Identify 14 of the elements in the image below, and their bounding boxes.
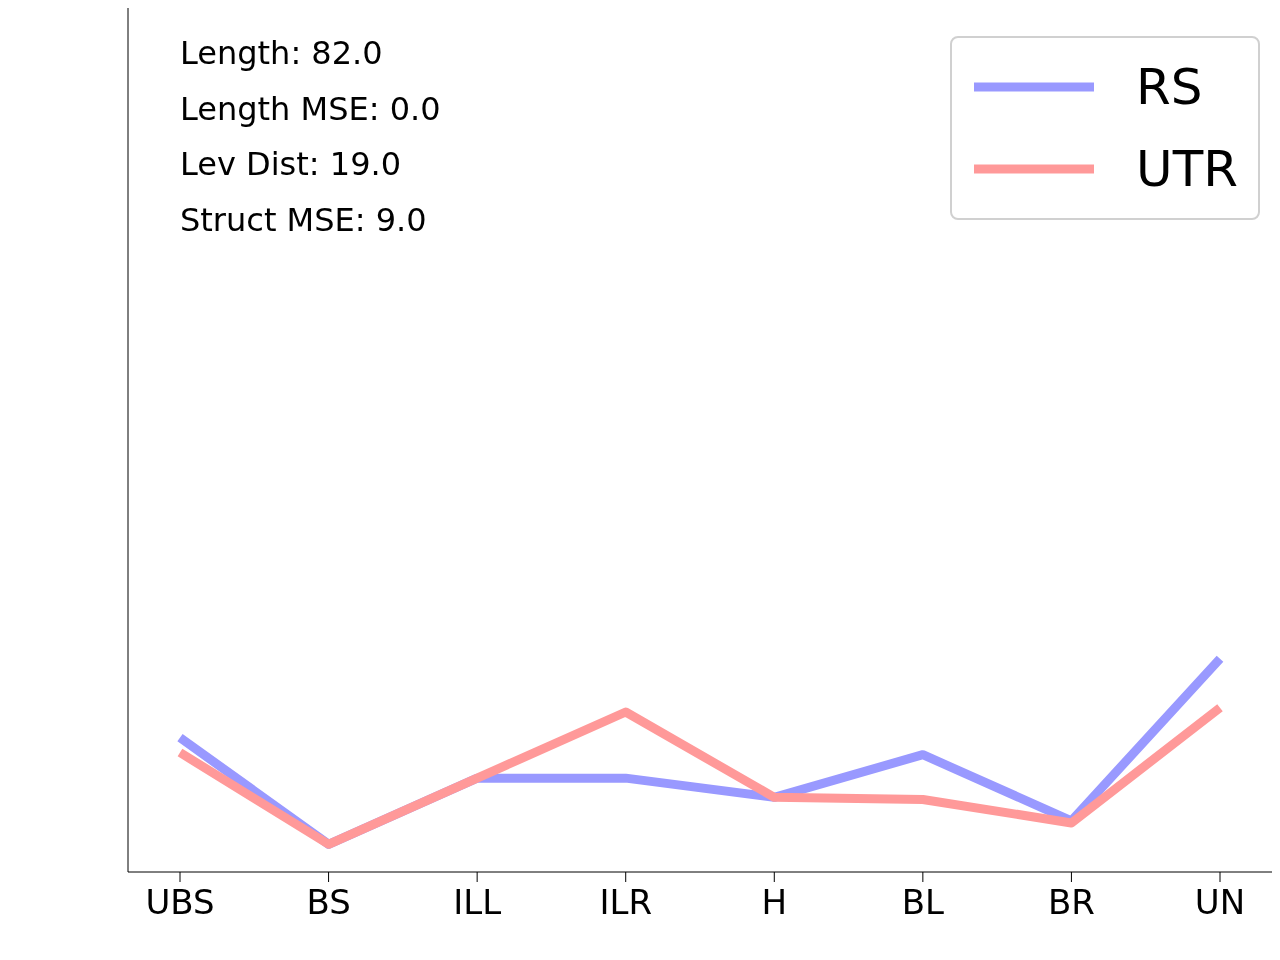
- text: Lev Dist: 19.0: [180, 144, 402, 185]
- x-tick-label: UBS: [145, 882, 215, 923]
- x-tick-label: ILL: [453, 882, 502, 923]
- text: Length MSE: 0.0: [180, 88, 441, 130]
- x-tick-label: H: [761, 882, 788, 923]
- x-tick-label: BR: [1047, 882, 1095, 923]
- x-tick-label: ILR: [599, 882, 653, 923]
- x-tick-label: UN: [1194, 882, 1246, 923]
- x-tick-label: BL: [901, 882, 945, 923]
- text: Struct MSE: 9.0: [180, 199, 428, 241]
- legend-label: RS: [1136, 58, 1203, 116]
- legend-label: UTR: [1136, 140, 1238, 198]
- text: Length: 82.0: [180, 33, 384, 74]
- x-tick-label: BS: [306, 882, 351, 923]
